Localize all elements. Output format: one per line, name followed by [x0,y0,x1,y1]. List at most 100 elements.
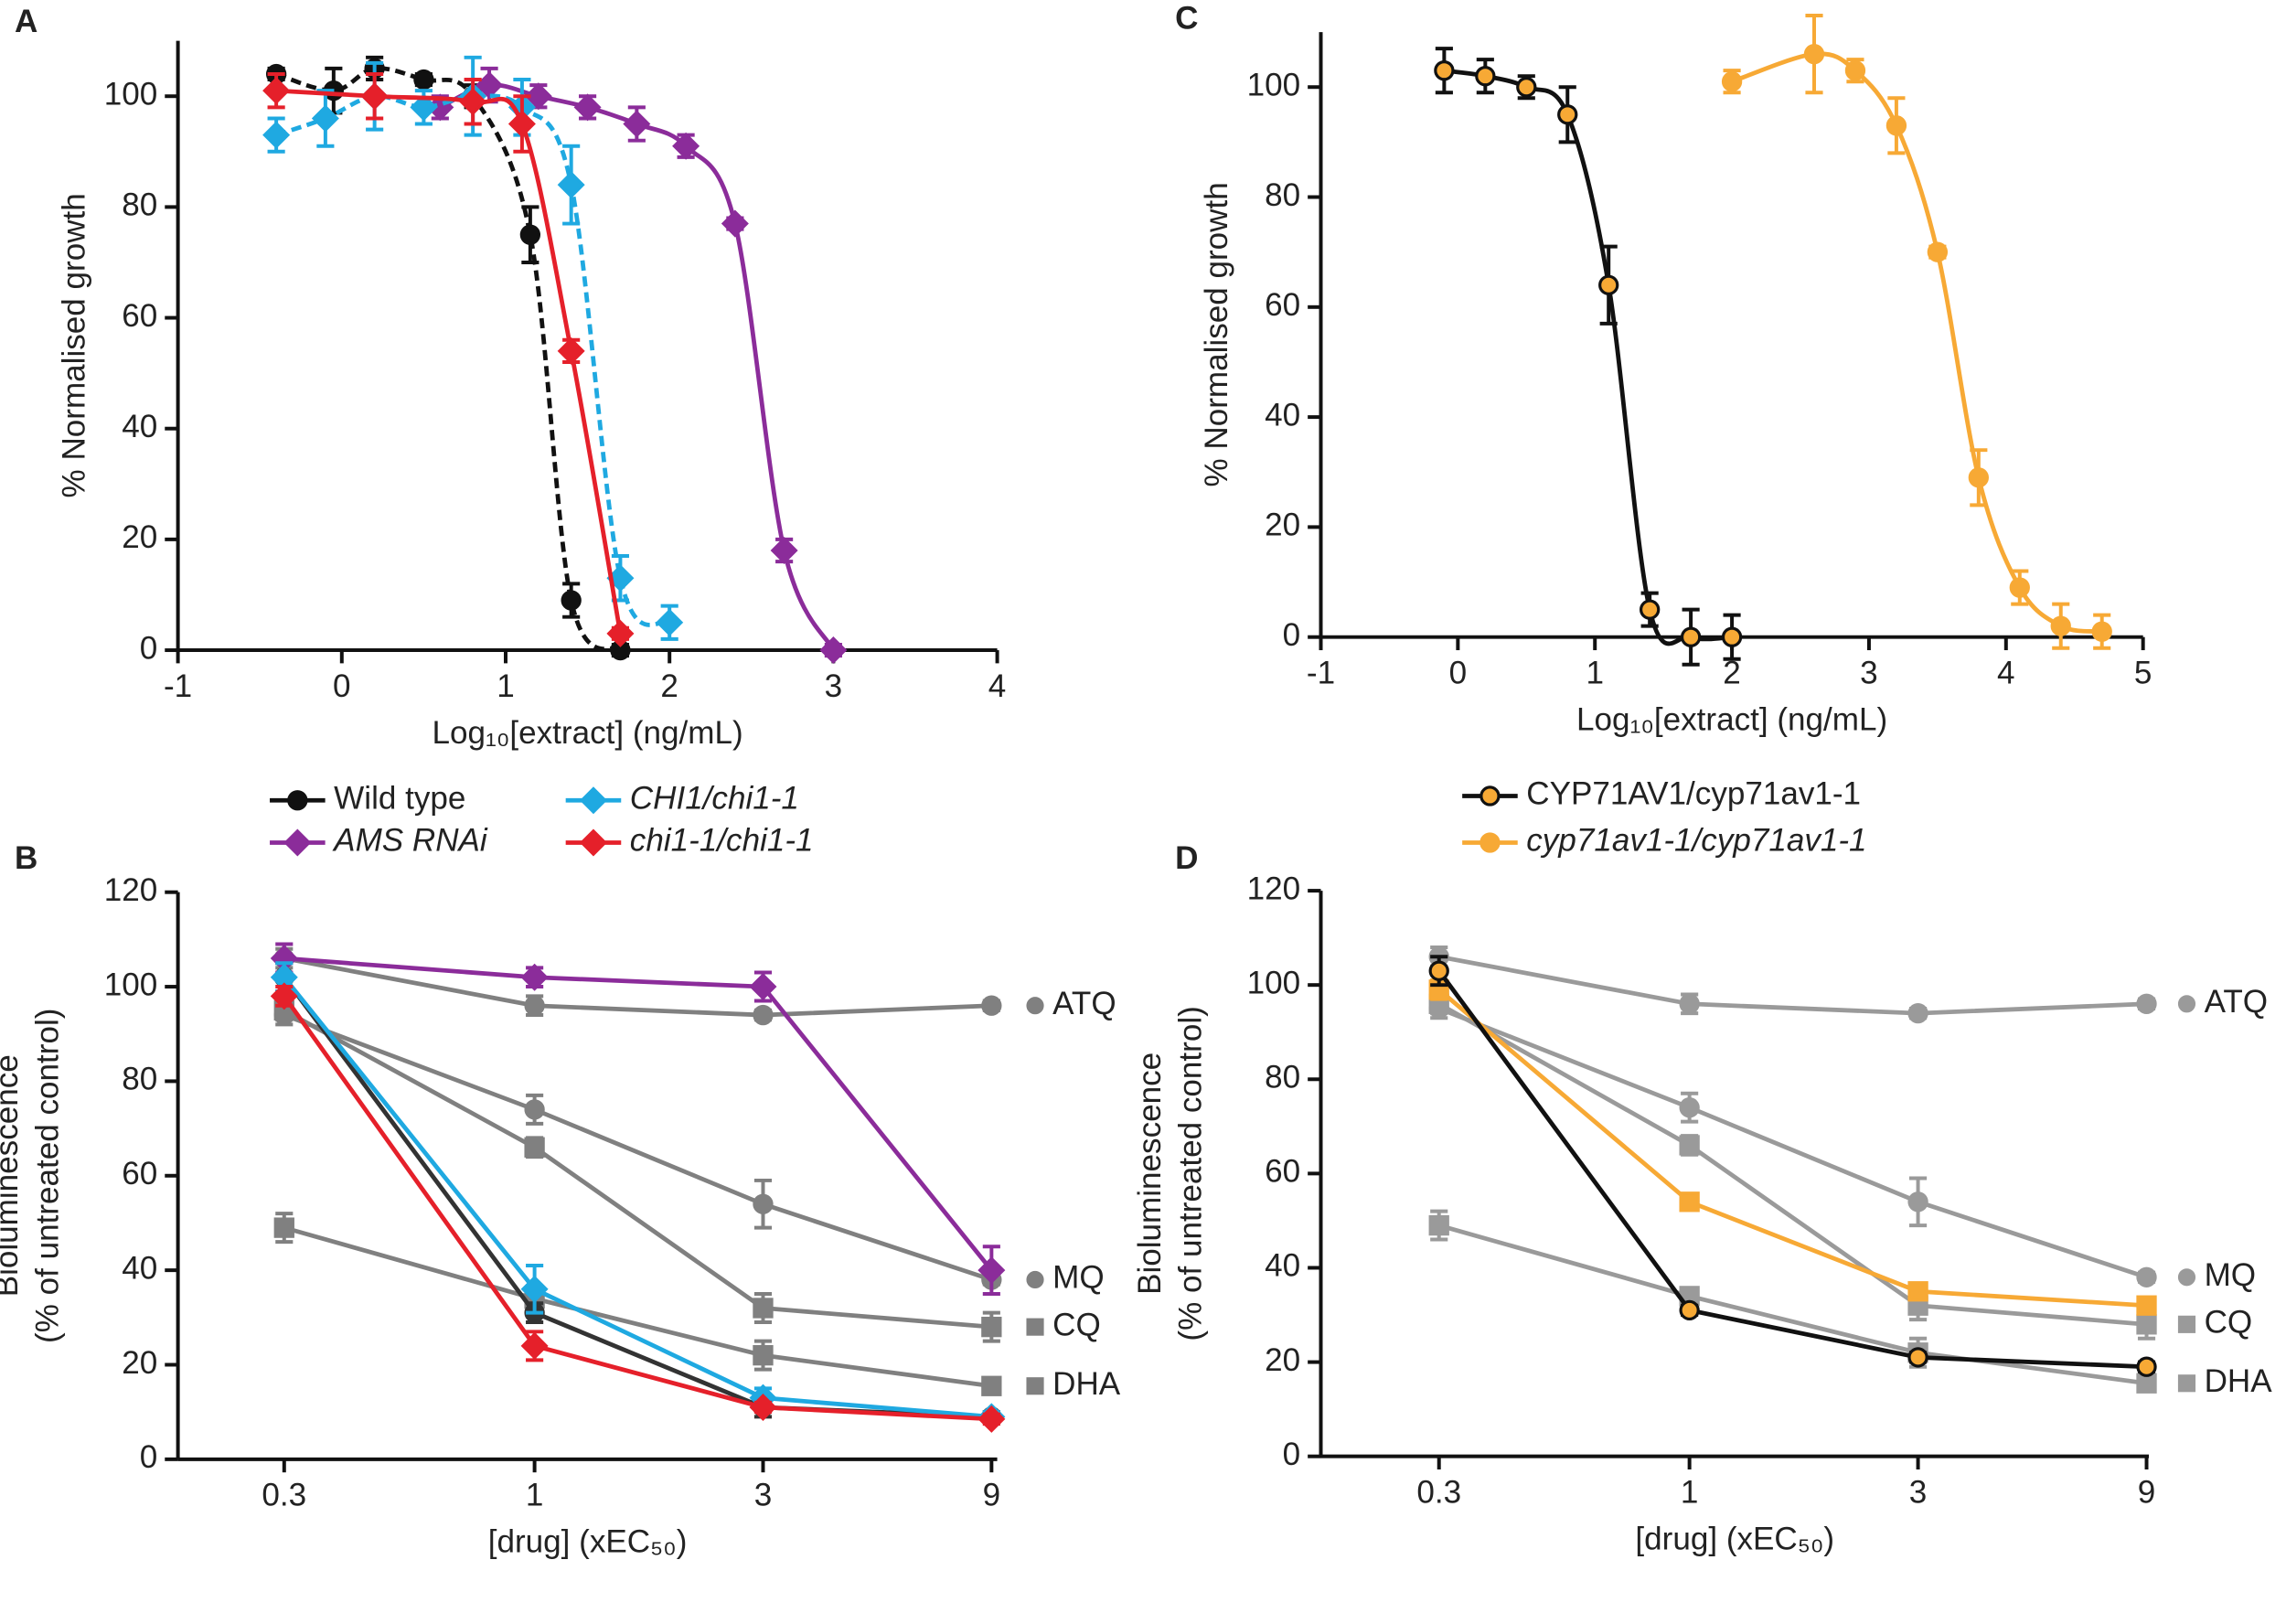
y-tick-label: 60 [122,1156,157,1191]
y-tick-label: 80 [122,187,157,223]
y-tick-label: 20 [122,519,157,555]
y-tick-label: 60 [1265,287,1300,323]
y-tick-label: 40 [122,1250,157,1286]
marker [2136,1373,2157,1394]
legend-label: chi1-1/chi1-1 [630,823,814,859]
marker [1907,1191,1928,1213]
series-line [1438,954,2147,1016]
marker [981,1316,1002,1338]
marker [2136,1266,2157,1287]
marker [1679,1135,1700,1156]
series-line [275,93,671,627]
x-tick-label: 4 [988,668,1007,704]
marker [656,608,684,636]
series-label: CQ [1052,1307,1101,1342]
y-tick-label: 120 [1247,871,1301,906]
marker [1026,1318,1044,1336]
y-tick-label: 120 [104,872,158,908]
series-line [283,1225,992,1389]
x-tick-label: 3 [825,668,843,704]
series-label: CQ [2205,1305,2253,1341]
marker [2177,1315,2196,1333]
x-tick-label: 1 [1586,655,1604,690]
marker [270,982,298,1010]
marker [749,1393,777,1422]
series-label: MQ [1052,1260,1104,1296]
y-tick-label: 0 [140,630,158,666]
panel-label: A [15,4,37,39]
marker [1680,626,1702,647]
y-tick-label: 80 [1265,177,1300,213]
marker [753,1193,774,1214]
x-axis-label: Log₁₀[extract] (ng/mL) [1576,701,1887,737]
y-tick-label: 0 [1283,1437,1301,1472]
y-axis-label: Bioluminescence [1132,1052,1168,1295]
marker [2091,621,2112,642]
x-tick-label: 0.3 [1416,1474,1461,1510]
marker [1907,1281,1928,1302]
marker [262,77,291,105]
marker [262,121,291,149]
marker [749,973,777,1001]
y-tick-label: 40 [1265,1248,1300,1284]
y-tick-label: 20 [122,1345,157,1381]
series-label: DHA [2205,1363,2273,1399]
x-tick-label: 1 [526,1478,544,1513]
marker [981,995,1002,1016]
x-tick-label: 9 [983,1478,1001,1513]
x-tick-label: 3 [1860,655,1878,690]
marker [273,1217,294,1238]
x-tick-label: 0.3 [262,1478,306,1513]
marker [1927,241,1949,262]
legend-label: cyp71av1-1/cyp71av1-1 [1526,823,1866,859]
marker [1679,993,1700,1014]
marker [606,619,635,647]
marker [977,1256,1006,1285]
marker [1026,1270,1044,1289]
marker [1475,66,1496,87]
marker [573,93,602,122]
series-line [1731,51,2103,635]
series-line [283,956,992,1018]
legend-label: CYP71AV1/cyp71av1-1 [1526,776,1861,812]
marker [1907,1002,1928,1024]
marker [1026,997,1044,1015]
marker [2009,577,2030,598]
legend-marker [1479,832,1501,853]
x-tick-label: 4 [1997,655,2015,690]
marker [413,69,434,91]
legend-marker [1479,785,1501,807]
marker [1679,1097,1700,1118]
marker [524,82,552,111]
marker [1598,274,1619,295]
marker [977,1405,1006,1433]
marker [981,1375,1002,1396]
marker [1721,626,1743,647]
marker [1968,467,1989,488]
panel-label: D [1175,840,1198,876]
marker [1026,1377,1044,1395]
series-line [282,994,992,1422]
y-tick-label: 100 [1247,67,1301,102]
marker [2136,1295,2157,1316]
series-line [283,956,994,1272]
y-tick-label: 0 [1283,617,1301,653]
series-line [439,82,836,652]
series-line [283,1012,993,1282]
marker [1885,115,1907,136]
marker [623,110,651,138]
marker [524,995,545,1016]
marker [557,337,585,365]
marker [519,224,541,245]
series-line [282,976,992,1419]
marker [606,564,635,593]
panel-label: B [15,840,37,876]
x-tick-label: 3 [1909,1474,1928,1510]
x-tick-label: 2 [660,668,678,704]
marker [819,636,848,665]
series-line [1444,68,1733,646]
marker [1679,1299,1700,1321]
marker [2177,1374,2196,1393]
marker [1803,43,1825,65]
marker [561,590,582,611]
